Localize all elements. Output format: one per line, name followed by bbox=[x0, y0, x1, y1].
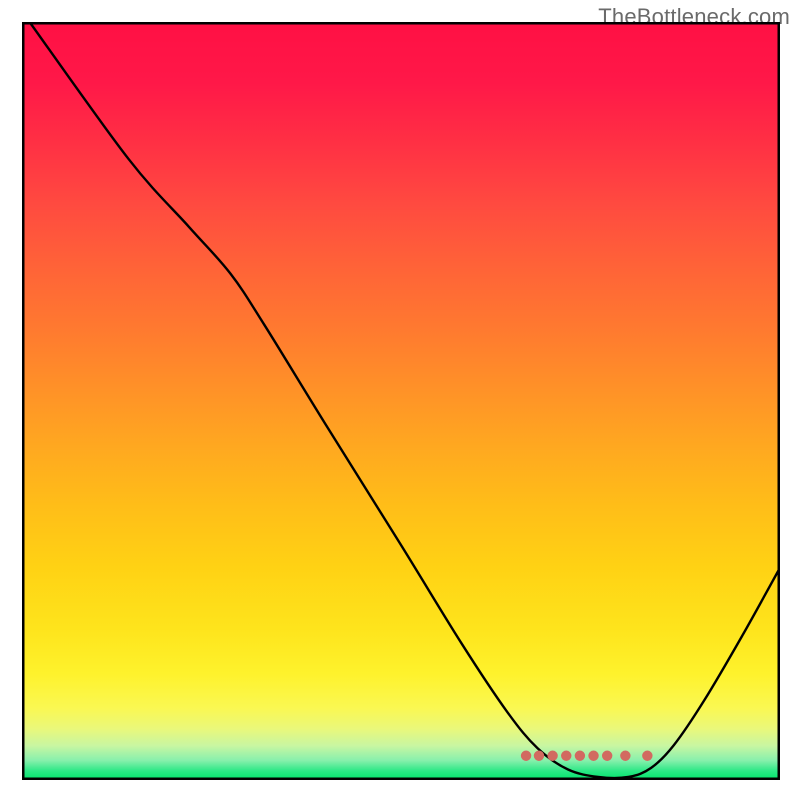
optimal-marker bbox=[547, 751, 557, 761]
optimal-marker bbox=[534, 751, 544, 761]
optimal-marker bbox=[620, 751, 630, 761]
optimal-marker bbox=[575, 751, 585, 761]
gradient-background bbox=[22, 22, 780, 780]
optimal-marker bbox=[642, 751, 652, 761]
optimal-marker bbox=[521, 751, 531, 761]
bottleneck-chart bbox=[22, 22, 780, 780]
optimal-marker bbox=[561, 751, 571, 761]
optimal-marker bbox=[602, 751, 612, 761]
optimal-marker bbox=[588, 751, 598, 761]
chart-container bbox=[22, 22, 780, 780]
